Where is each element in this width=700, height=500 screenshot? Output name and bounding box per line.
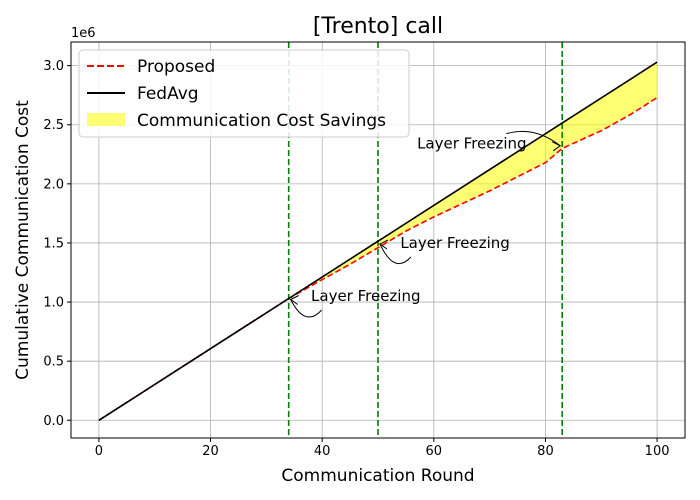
x-tick-label-1: 20 <box>202 444 219 459</box>
annotation-arrow-2 <box>506 130 561 147</box>
annotation-label-1: Layer Freezing <box>400 234 510 252</box>
annotation-arrow-0 <box>290 299 322 318</box>
series-line-proposed <box>98 96 658 421</box>
y-tick-label-4: 2.0 <box>43 177 64 192</box>
x-tick-label-2: 40 <box>314 444 331 459</box>
y-axis-label: Cumulative Communication Cost <box>13 100 33 380</box>
y-tick-label-3: 1.5 <box>43 236 64 251</box>
annotation-arrowhead-0 <box>289 295 299 305</box>
legend-label-fedavg: FedAvg <box>137 84 199 104</box>
chart-title: [Trento] call <box>313 14 443 39</box>
annotation-arrow-1 <box>379 243 412 265</box>
y-tick-label-2: 1.0 <box>43 296 64 311</box>
annotations: Layer Freezing Layer Freezing Layer Freezi… <box>289 130 562 318</box>
y-tick-label-5: 2.5 <box>43 118 64 133</box>
legend: Proposed FedAvg Communication Cost Savin… <box>78 49 410 138</box>
legend-label-proposed: Proposed <box>137 57 215 77</box>
y-tick-label-6: 3.0 <box>43 59 64 74</box>
series-line-fedavg <box>98 61 658 421</box>
legend-label-savings: Communication Cost Savings <box>137 111 386 131</box>
x-axis-label: Communication Round <box>281 466 474 486</box>
x-tick-label-0: 0 <box>95 444 103 459</box>
y-scale-label: 1e6 <box>71 26 96 41</box>
x-tick-label-5: 100 <box>645 444 670 459</box>
axis-ticks: 0 20 40 60 80 100 0.0 0.5 1.0 1.5 2.0 2.5 3.0 <box>43 59 669 459</box>
plot-frame <box>70 41 686 439</box>
annotation-arrowhead-1 <box>379 239 389 250</box>
annotation-arrowhead-2 <box>551 141 562 152</box>
x-tick-label-4: 80 <box>537 444 554 459</box>
annotation-label-0: Layer Freezing <box>311 287 421 305</box>
y-tick-label-1: 0.5 <box>43 355 64 370</box>
x-tick-label-3: 60 <box>426 444 443 459</box>
series-lines <box>98 61 658 421</box>
legend-swatch-savings <box>87 113 125 126</box>
y-tick-label-0: 0.0 <box>43 414 64 429</box>
legend-box <box>78 49 410 138</box>
annotation-label-2: Layer Freezing <box>417 135 527 153</box>
